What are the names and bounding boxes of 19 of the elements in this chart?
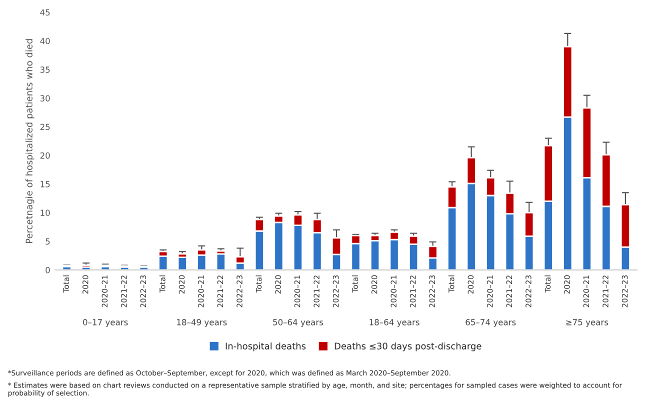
legend-label: In-hospital deaths [226, 342, 306, 352]
text: ≥75 years [566, 319, 608, 327]
y-tick-label: 0 [46, 266, 50, 274]
y-tick-label: 30 [40, 95, 50, 102]
y-tick-label: 10 [40, 210, 50, 216]
y-tick-label: 5 [46, 238, 50, 245]
text: 18–49 years [177, 319, 227, 327]
y-tick-label: 40 [40, 38, 50, 44]
text: 50–64 years [273, 319, 324, 327]
y-axis-title: Percetnagie of hospitalized patients who died [25, 39, 34, 244]
y-tick-label: 20 [40, 152, 50, 159]
y-tick-label: 35 [40, 66, 50, 73]
y-tick-label: 25 [40, 124, 50, 130]
y-tick-label: 15 [40, 181, 50, 188]
legend-label: Deaths ≤30 days post-discharge [334, 342, 482, 352]
text: 18–64 years [370, 319, 420, 327]
text: 65–74 years [466, 319, 516, 327]
y-tick-label: 45 [40, 9, 50, 16]
text: 0–17 years [83, 319, 128, 327]
